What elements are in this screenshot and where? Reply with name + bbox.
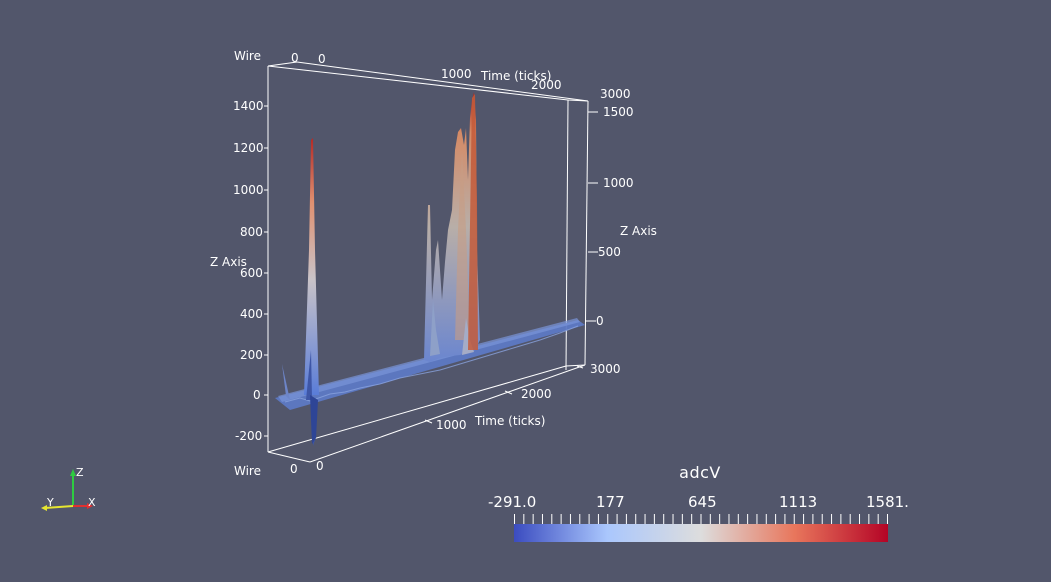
left-tick-800: 800 xyxy=(240,225,263,239)
bounding-box xyxy=(267,61,589,463)
wire-axis-label-bottom: Wire xyxy=(234,464,261,478)
time-tick-bottom-0: 0 xyxy=(316,459,324,473)
left-tick-1000: 1000 xyxy=(233,183,264,197)
time-tick-top-1000: 1000 xyxy=(441,67,472,81)
right-axis-ticks xyxy=(586,111,598,322)
right-tick-1500: 1500 xyxy=(603,105,634,119)
colorbar-ticks xyxy=(514,514,888,524)
colorbar-label-2: 177 xyxy=(596,493,625,511)
colorbar-gradient xyxy=(514,524,888,542)
time-tick-top-2000: 2000 xyxy=(531,78,562,92)
wire-tick-bottom: 0 xyxy=(290,462,298,476)
left-axis-ticks xyxy=(264,105,268,437)
orientation-triad: Z Y X xyxy=(41,466,96,511)
axis-labels: Wire 0 0 1000 Time (ticks) 2000 3000 140… xyxy=(210,49,657,478)
left-tick-200: 200 xyxy=(240,348,263,362)
time-tick-bottom-3000: 3000 xyxy=(590,362,621,376)
colorbar-label-4: 1113 xyxy=(779,493,818,511)
left-tick-400: 400 xyxy=(240,307,263,321)
colorbar-label-3: 645 xyxy=(688,493,717,511)
left-tick-1400: 1400 xyxy=(233,99,264,113)
colorbar-title: adcV xyxy=(679,463,721,482)
triad-z-label: Z xyxy=(76,466,84,479)
time-axis-label-top: Time (ticks) xyxy=(480,69,551,83)
time-tick-top-0: 0 xyxy=(318,52,326,66)
colorbar-label-max: 1581. xyxy=(866,493,909,511)
wire-axis-label-top: Wire xyxy=(234,49,261,63)
time-tick-bottom-1000: 1000 xyxy=(436,418,467,432)
time-axis-label-bottom: Time (ticks) xyxy=(474,414,545,428)
time-tick-top-3000: 3000 xyxy=(600,87,631,101)
right-tick-500: 500 xyxy=(598,245,621,259)
triad-x-label: X xyxy=(88,496,96,509)
signal-peak-cluster xyxy=(424,92,480,362)
y-axis-arrow xyxy=(44,505,74,509)
left-tick-1200: 1200 xyxy=(233,141,264,155)
colorbar-label-min: -291.0 xyxy=(488,493,537,511)
z-axis-label-left: Z Axis xyxy=(210,255,247,269)
left-tick-600: 600 xyxy=(240,266,263,280)
left-tick-0: 0 xyxy=(253,388,261,402)
signal-peak-left xyxy=(304,138,319,446)
triad-y-label: Y xyxy=(46,496,54,509)
bottom-time-ticks xyxy=(424,365,584,424)
right-tick-1000: 1000 xyxy=(603,176,634,190)
z-axis-label-right: Z Axis xyxy=(620,224,657,238)
right-tick-0: 0 xyxy=(596,314,604,328)
left-tick-neg200: -200 xyxy=(235,429,262,443)
time-tick-bottom-2000: 2000 xyxy=(521,387,552,401)
wire-tick-top: 0 xyxy=(291,51,299,65)
